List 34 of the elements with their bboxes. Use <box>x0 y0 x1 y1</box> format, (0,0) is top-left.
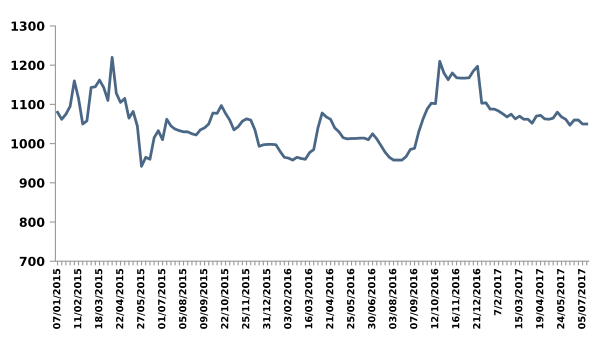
x-tick-label: 21/12/2016 <box>473 268 482 329</box>
x-tick-label: 05/08/2015 <box>179 268 188 329</box>
x-tick-label: 03/08/2016 <box>389 268 398 329</box>
y-tick-label: 900 <box>20 178 44 188</box>
y-tick-label: 1300 <box>12 21 44 31</box>
x-tick-label: 7/2/2017 <box>494 268 502 316</box>
x-tick-label: 07/01/2015 <box>52 268 62 329</box>
x-tick-label: 01/07/2015 <box>158 268 166 329</box>
x-tick-label: 16/03/2016 <box>305 268 314 328</box>
x-tick-label: 16/11/2016 <box>452 268 460 328</box>
x-tick-label: 25/05/2016 <box>347 268 356 329</box>
x-tick-label: 12/10/2016 <box>431 268 440 328</box>
x-tick-label: 22/10/2015 <box>221 268 230 329</box>
y-tick-label: 800 <box>20 217 44 227</box>
x-tick-label: 22/04/2015 <box>116 268 124 329</box>
x-tick-label: 09/09/2015 <box>200 268 208 329</box>
line-series <box>56 56 588 168</box>
x-tick-label: 18/03/2015 <box>94 268 104 328</box>
x-tick-label: 24/05/2017 <box>557 268 566 329</box>
y-tick-label: 1200 <box>12 60 44 70</box>
x-tick-label: 03/02/2016 <box>284 268 292 329</box>
x-tick-label: 27/05/2015 <box>137 268 146 329</box>
x-tick-label: 07/09/2016 <box>410 268 418 329</box>
x-tick-label: 15/03/2017 <box>515 268 524 328</box>
x-tick-label: 30/06/2016 <box>368 268 376 329</box>
x-tick-label: 05/07/2017 <box>578 268 586 329</box>
x-tick-label: 11/02/2015 <box>74 268 82 328</box>
x-tick-label: 31/12/2015 <box>263 268 272 329</box>
x-tick-label: 21/04/2016 <box>326 268 334 329</box>
y-tick-label: 1000 <box>12 139 44 149</box>
x-tick-label: 25/11/2015 <box>242 268 250 329</box>
y-tick-label: 700 <box>20 256 44 266</box>
x-tick-label: 19/04/2017 <box>536 268 544 328</box>
y-tick-label: 1100 <box>12 100 44 110</box>
